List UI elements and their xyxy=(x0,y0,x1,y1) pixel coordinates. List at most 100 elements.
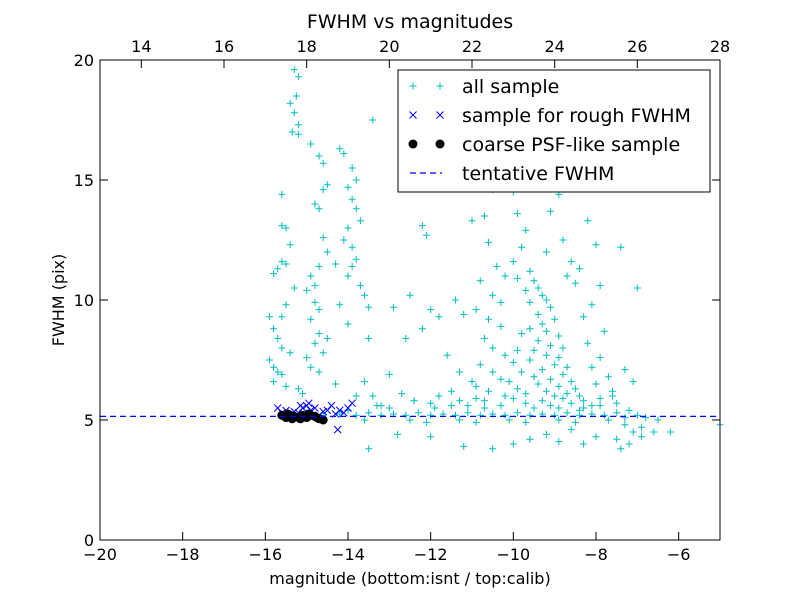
all-sample-point xyxy=(332,260,340,268)
all-sample-point xyxy=(563,272,571,280)
legend-box xyxy=(397,69,711,193)
all-sample-point xyxy=(447,402,455,410)
all-sample-point xyxy=(352,411,360,419)
all-sample-point xyxy=(311,298,319,306)
all-sample-point xyxy=(294,385,302,393)
all-sample-point xyxy=(344,320,352,328)
all-sample-point xyxy=(406,291,414,299)
all-sample-point xyxy=(303,286,311,294)
top-x-tick-label: 22 xyxy=(462,37,482,56)
all-sample-point xyxy=(294,73,302,81)
all-sample-point xyxy=(584,217,592,225)
all-sample-point xyxy=(513,210,521,218)
x-tick-label: −10 xyxy=(496,545,530,564)
all-sample-point xyxy=(423,231,431,239)
all-sample-point xyxy=(414,409,422,417)
legend: all sample sample for rough FWHM coarse PS… xyxy=(397,69,711,193)
all-sample-point xyxy=(551,361,559,369)
legend-marker xyxy=(435,139,445,149)
all-sample-point xyxy=(559,394,567,402)
all-sample-point xyxy=(526,356,534,364)
all-sample-point xyxy=(290,284,298,292)
all-sample-point xyxy=(522,226,530,234)
all-sample-point xyxy=(332,380,340,388)
all-sample-point xyxy=(398,390,406,398)
all-sample-point xyxy=(472,394,480,402)
all-sample-point xyxy=(559,370,567,378)
all-sample-point xyxy=(472,306,480,314)
all-sample-point xyxy=(625,406,633,414)
all-sample-point xyxy=(340,236,348,244)
all-sample-point xyxy=(389,303,397,311)
all-sample-point xyxy=(274,368,282,376)
all-sample-point xyxy=(542,430,550,438)
all-sample-point xyxy=(604,373,612,381)
all-sample-point xyxy=(555,416,563,424)
all-sample-point xyxy=(385,404,393,412)
all-sample-point xyxy=(596,394,604,402)
all-sample-point xyxy=(551,411,559,419)
all-sample-point xyxy=(307,140,315,148)
top-x-tick-label: 26 xyxy=(627,37,647,56)
legend-marker xyxy=(408,139,418,149)
all-sample-point xyxy=(356,217,364,225)
x-tick-label: −20 xyxy=(83,545,117,564)
all-sample-point xyxy=(489,368,497,376)
all-sample-point xyxy=(571,279,579,287)
all-sample-point xyxy=(575,392,583,400)
all-sample-point xyxy=(315,306,323,314)
all-sample-point xyxy=(613,399,621,407)
x-tick-label: −14 xyxy=(331,545,365,564)
all-sample-point xyxy=(480,404,488,412)
all-sample-point xyxy=(551,315,559,323)
all-sample-point xyxy=(394,430,402,438)
all-sample-point xyxy=(596,354,604,362)
all-sample-point xyxy=(270,270,278,278)
all-sample-point xyxy=(361,416,369,424)
axes: −20 −18 −16 −14 −12 −10 −8 −6 14 16 18 20 22 24 26 28 0 5… xyxy=(74,37,731,564)
all-sample-point xyxy=(270,325,278,333)
all-sample-point xyxy=(464,402,472,410)
legend-marker xyxy=(436,111,444,119)
all-sample-point xyxy=(526,435,534,443)
all-sample-point xyxy=(348,262,356,270)
top-x-tick-label: 28 xyxy=(710,37,730,56)
all-sample-point xyxy=(456,397,464,405)
all-sample-point xyxy=(348,195,356,203)
all-sample-point xyxy=(278,370,286,378)
all-sample-point xyxy=(555,332,563,340)
all-sample-point xyxy=(530,404,538,412)
x-tick-label: −16 xyxy=(248,545,282,564)
all-sample-point xyxy=(513,409,521,417)
all-sample-point xyxy=(505,416,513,424)
all-sample-point xyxy=(501,411,509,419)
rough-fwhm-point xyxy=(348,399,356,408)
all-sample-point xyxy=(542,248,550,256)
all-sample-point xyxy=(427,399,435,407)
all-sample-point xyxy=(427,433,435,441)
all-sample-point xyxy=(497,375,505,383)
all-sample-point xyxy=(588,363,596,371)
all-sample-point xyxy=(547,303,555,311)
all-sample-point xyxy=(592,241,600,249)
all-sample-point xyxy=(468,217,476,225)
all-sample-point xyxy=(485,315,493,323)
all-sample-point xyxy=(294,121,302,129)
rough-fwhm-point xyxy=(304,399,313,408)
all-sample-point xyxy=(340,150,348,158)
all-sample-point xyxy=(460,442,468,450)
psf-like-point xyxy=(304,409,314,419)
all-sample-point xyxy=(621,366,629,374)
all-sample-point xyxy=(621,414,629,422)
all-sample-point xyxy=(278,344,286,352)
all-sample-point xyxy=(323,181,331,189)
all-sample-point xyxy=(319,234,327,242)
all-sample-point xyxy=(294,130,302,138)
all-sample-point xyxy=(534,380,542,388)
all-sample-point xyxy=(352,255,360,263)
all-sample-point xyxy=(460,310,468,318)
all-sample-point xyxy=(336,145,344,153)
all-sample-point xyxy=(344,183,352,191)
all-sample-point xyxy=(588,402,596,410)
